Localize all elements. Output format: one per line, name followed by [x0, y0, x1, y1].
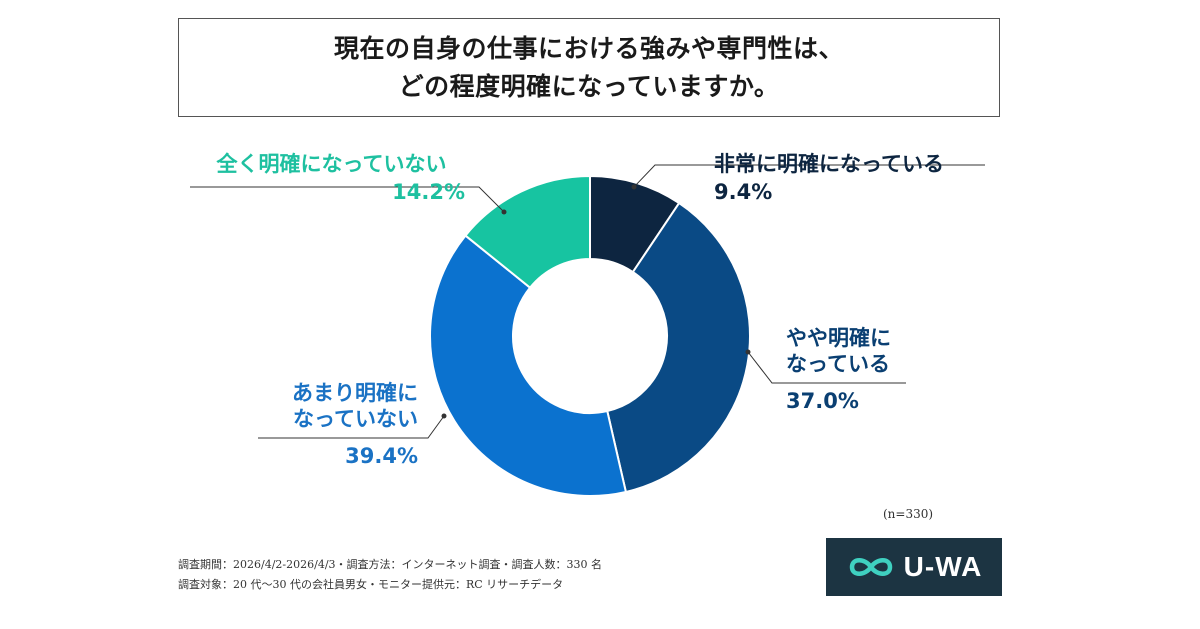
leader-very-clear: [633, 164, 985, 188]
leader-very-clear-dot: [631, 184, 637, 190]
leader-not-very-clear: [258, 415, 445, 439]
slice-not-clear-at-all: [464, 174, 591, 290]
infinity-icon: [849, 558, 892, 576]
survey-target-note: 調査対象：20 代〜30 代の会社員男女・モニター提供元：RC リサーチデータ: [178, 578, 564, 591]
label-very-clear-pct: 9.4%: [714, 180, 773, 205]
slice-somewhat-clear: [606, 201, 751, 494]
title-box: 現在の自身の仕事における強みや専門性は、 どの程度明確になっていますか。: [178, 18, 1000, 117]
label-not-very-clear-pct: 39.4%: [345, 443, 418, 468]
leader-not-clear-at-all: [190, 186, 505, 213]
slice-not-very-clear: [429, 234, 628, 497]
label-not-very-clear-name-2: なっていない: [293, 407, 418, 432]
leader-somewhat-clear: [747, 351, 906, 384]
uwa-logo: U-WA: [826, 538, 1002, 596]
sample-size-note: (n=330): [883, 507, 934, 521]
logo-text: U-WA: [903, 551, 983, 582]
title-line-1: 現在の自身の仕事における強みや専門性は、: [333, 33, 844, 63]
leader-not-clear-at-all-dot: [501, 209, 507, 215]
label-somewhat-clear-pct: 37.0%: [786, 388, 859, 413]
label-somewhat-clear: やや明確に なっている 37.0%: [786, 325, 891, 414]
leader-not-very-clear-dot: [441, 413, 447, 419]
label-not-clear-at-all-name: 全く明確になっていない: [216, 152, 447, 176]
label-not-clear-at-all: 全く明確になっていない 14.2%: [190, 151, 473, 206]
survey-period-note: 調査期間：2026/4/2-2026/4/3・調査方法：インターネット調査・調査…: [178, 558, 603, 571]
leader-somewhat-clear-dot: [745, 349, 751, 355]
label-not-clear-at-all-pct: 14.2%: [392, 180, 465, 205]
label-very-clear-name: 非常に明確になっている: [714, 152, 944, 176]
label-somewhat-clear-name-2: なっている: [786, 352, 890, 377]
label-not-very-clear-name-1: あまり明確に: [292, 381, 418, 405]
title-line-2: どの程度明確になっていますか。: [398, 71, 780, 101]
label-somewhat-clear-name-1: やや明確に: [786, 326, 891, 350]
label-very-clear: 非常に明確になっている 9.4%: [714, 151, 944, 206]
label-not-very-clear: あまり明確に なっていない 39.4%: [258, 380, 418, 469]
